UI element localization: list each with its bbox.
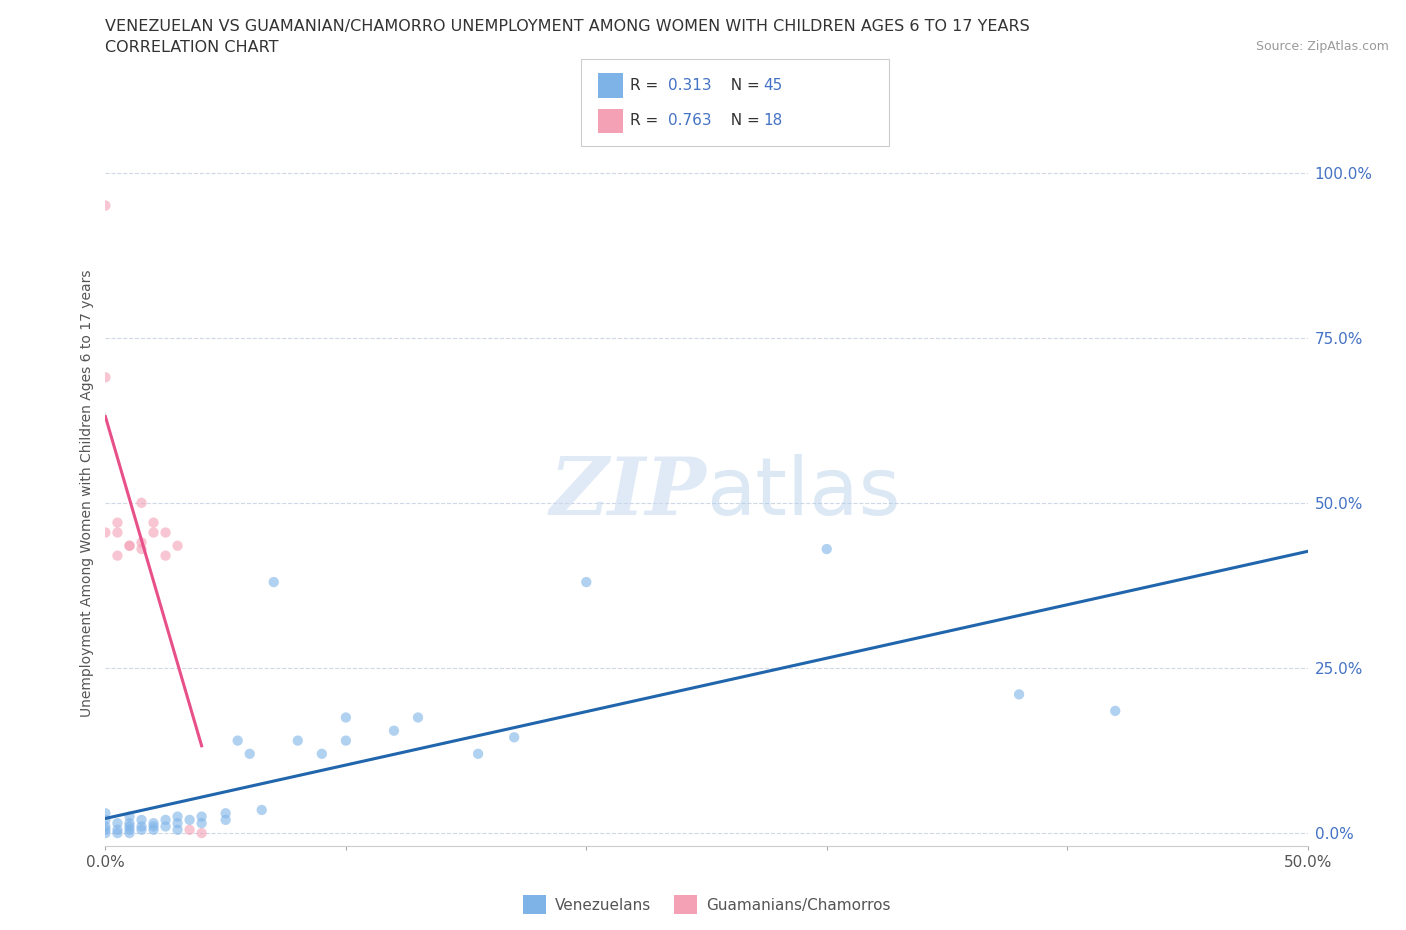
- Point: [131, 535, 153, 550]
- Point: [287, 733, 309, 748]
- Point: [142, 515, 165, 530]
- Point: [190, 826, 212, 841]
- Point: [142, 822, 165, 837]
- Point: [118, 826, 141, 841]
- Point: [94, 819, 117, 834]
- Text: Source: ZipAtlas.com: Source: ZipAtlas.com: [1256, 40, 1389, 53]
- Point: [118, 819, 141, 834]
- Point: [1008, 687, 1031, 702]
- Text: 18: 18: [763, 113, 783, 128]
- Text: 45: 45: [763, 78, 783, 93]
- Point: [94, 826, 117, 841]
- Text: ZIP: ZIP: [550, 454, 707, 532]
- Text: R =: R =: [630, 78, 664, 93]
- Point: [503, 730, 526, 745]
- Text: atlas: atlas: [707, 454, 901, 532]
- Point: [166, 538, 188, 553]
- Point: [190, 816, 212, 830]
- Point: [155, 548, 177, 563]
- Point: [142, 525, 165, 540]
- Point: [166, 816, 188, 830]
- Y-axis label: Unemployment Among Women with Children Ages 6 to 17 years: Unemployment Among Women with Children A…: [80, 269, 94, 717]
- Point: [250, 803, 273, 817]
- Point: [107, 822, 129, 837]
- Point: [107, 525, 129, 540]
- Point: [179, 822, 201, 837]
- Point: [155, 819, 177, 834]
- Text: CORRELATION CHART: CORRELATION CHART: [105, 40, 278, 55]
- Text: N =: N =: [721, 113, 765, 128]
- Point: [107, 515, 129, 530]
- Point: [155, 813, 177, 828]
- Point: [118, 822, 141, 837]
- Text: VENEZUELAN VS GUAMANIAN/CHAMORRO UNEMPLOYMENT AMONG WOMEN WITH CHILDREN AGES 6 T: VENEZUELAN VS GUAMANIAN/CHAMORRO UNEMPLO…: [105, 19, 1031, 33]
- Point: [107, 548, 129, 563]
- Point: [131, 496, 153, 511]
- Point: [1104, 703, 1126, 718]
- Point: [131, 822, 153, 837]
- Point: [94, 198, 117, 213]
- Point: [239, 747, 262, 762]
- Point: [118, 538, 141, 553]
- Point: [142, 816, 165, 830]
- Point: [214, 813, 236, 828]
- Point: [263, 575, 285, 590]
- Point: [214, 805, 236, 820]
- Point: [118, 538, 141, 553]
- Point: [335, 710, 357, 724]
- Point: [815, 541, 838, 556]
- Point: [575, 575, 598, 590]
- Text: 0.313: 0.313: [668, 78, 711, 93]
- Text: R =: R =: [630, 113, 664, 128]
- Point: [94, 370, 117, 385]
- Point: [179, 813, 201, 828]
- Point: [131, 541, 153, 556]
- Point: [142, 819, 165, 834]
- Point: [131, 813, 153, 828]
- Text: N =: N =: [721, 78, 765, 93]
- Point: [131, 819, 153, 834]
- Point: [94, 813, 117, 828]
- Point: [226, 733, 249, 748]
- Point: [94, 525, 117, 540]
- Text: 0.763: 0.763: [668, 113, 711, 128]
- Point: [94, 805, 117, 820]
- Point: [155, 525, 177, 540]
- Point: [382, 724, 405, 738]
- Point: [107, 816, 129, 830]
- Point: [118, 816, 141, 830]
- Point: [94, 822, 117, 837]
- Point: [190, 809, 212, 824]
- Legend: Venezuelans, Guamanians/Chamorros: Venezuelans, Guamanians/Chamorros: [516, 889, 897, 920]
- Point: [311, 747, 333, 762]
- Point: [107, 826, 129, 841]
- Point: [118, 809, 141, 824]
- Point: [406, 710, 429, 724]
- Point: [335, 733, 357, 748]
- Point: [166, 809, 188, 824]
- Point: [467, 747, 489, 762]
- Point: [166, 822, 188, 837]
